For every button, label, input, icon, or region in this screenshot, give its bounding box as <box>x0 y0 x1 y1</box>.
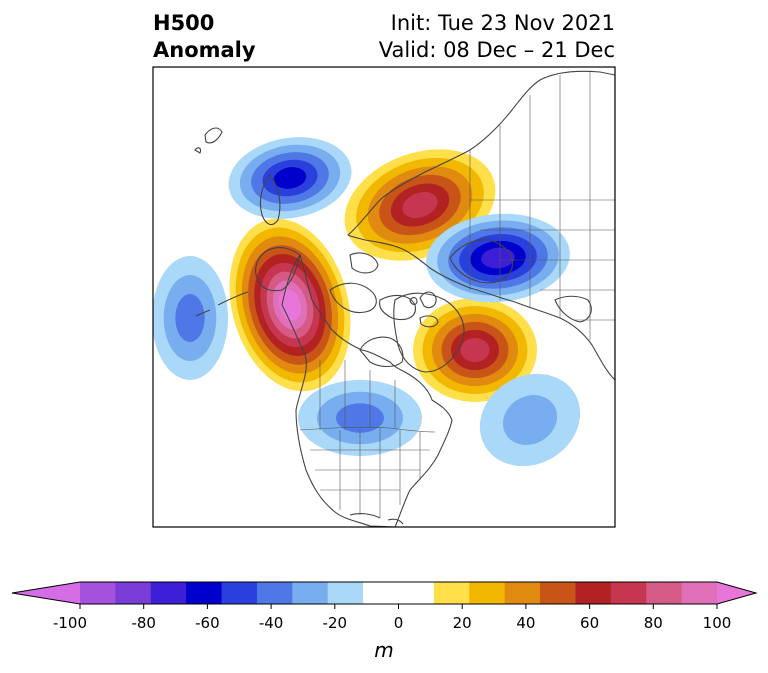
coast-british-isles <box>409 291 437 309</box>
coast-caribbean <box>349 513 404 525</box>
coast-scandinavia <box>449 239 514 284</box>
title-left: H500 Anomaly <box>153 10 256 64</box>
colorbar-tick-label: 100 <box>702 614 732 632</box>
coastlines <box>194 70 615 527</box>
anomaly-fill-layer <box>153 137 581 467</box>
coast-hudson-bay <box>359 336 404 368</box>
border-asia-misc <box>470 199 615 321</box>
colorbar-tick-label: 20 <box>452 614 472 632</box>
colorbar-cell <box>433 582 470 604</box>
colorbar-cell <box>186 582 223 604</box>
colorbar-cell <box>504 582 541 604</box>
colorbar-tick-label: -80 <box>131 614 156 632</box>
colorbar-cell <box>363 582 399 604</box>
coast-arctic-islands <box>329 252 416 321</box>
anomaly-contour <box>175 294 205 342</box>
colorbar-extend-max <box>717 582 756 604</box>
anomaly-contour <box>502 395 558 445</box>
colorbar-cell <box>256 582 293 604</box>
colorbar-tick-label: 60 <box>580 614 600 632</box>
colorbar-cell <box>469 582 506 604</box>
anomaly-positive-3 <box>413 298 537 402</box>
colorbar-cell <box>150 582 187 604</box>
anomaly-negative-8 <box>479 373 581 467</box>
title-right: Init: Tue 23 Nov 2021 Valid: 08 Dec – 21… <box>379 10 615 64</box>
colorbar-cell <box>575 582 612 604</box>
coast-iceland <box>419 315 439 328</box>
coast-japan <box>194 127 223 154</box>
anomaly-negative-7 <box>298 380 422 456</box>
colorbar-outline <box>11 581 758 605</box>
border-canada-provinces <box>319 360 396 430</box>
colorbar-cell <box>540 582 576 604</box>
title-variable: H500 <box>153 11 215 35</box>
colorbar-tick-label: -100 <box>52 614 88 632</box>
valid-range: Valid: 08 Dec – 21 Dec <box>378 38 615 62</box>
colorbar-cell <box>681 582 718 604</box>
colorbar-cell <box>292 582 329 604</box>
colorbar-unit: m <box>374 638 394 662</box>
coast-mediterranean <box>554 295 592 323</box>
colorbar-tick-label: 0 <box>393 614 404 632</box>
colorbar-cell <box>646 582 683 604</box>
colorbar-cell <box>610 582 647 604</box>
colorbar-cell <box>398 582 435 604</box>
map-frame <box>152 66 616 528</box>
title-anomaly: Anomaly <box>153 38 256 62</box>
anomaly-negative-6 <box>153 256 228 380</box>
anomaly-contour <box>481 247 515 269</box>
colorbar-tick-label: 80 <box>643 614 663 632</box>
colorbar-ticks <box>79 604 718 609</box>
colorbar-cell <box>221 582 258 604</box>
colorbar-tick-label: 40 <box>516 614 536 632</box>
border-us-states <box>310 428 430 518</box>
border-russia <box>469 72 591 340</box>
colorbar-tick-label: -40 <box>258 614 284 632</box>
coast-greenland <box>393 292 465 373</box>
coast-north-america <box>281 254 453 527</box>
borders <box>299 72 615 518</box>
anomaly-contour <box>460 337 490 363</box>
anomaly-contour <box>278 289 302 321</box>
colorbar-extend-min <box>12 582 80 604</box>
anomaly-contour <box>273 167 307 189</box>
colorbar-tick-label: -20 <box>322 614 348 632</box>
anomaly-positive-2 <box>344 149 496 261</box>
coast-alaska <box>255 246 301 292</box>
colorbar-tick-label: -60 <box>195 614 220 632</box>
init-date: Init: Tue 23 Nov 2021 <box>390 11 615 35</box>
colorbar-cell <box>80 582 116 604</box>
coast-eurasia <box>347 70 615 381</box>
colorbar-cells <box>12 582 756 604</box>
colorbar-cell <box>327 582 364 604</box>
coast-kamchatka <box>259 174 281 226</box>
border-us-canada <box>299 426 436 433</box>
coast-aleutians <box>195 291 249 317</box>
anomaly-positive-1 <box>229 218 351 392</box>
anomaly-contour <box>336 403 384 433</box>
colorbar-cell <box>115 582 152 604</box>
anomaly-contour <box>402 192 438 218</box>
